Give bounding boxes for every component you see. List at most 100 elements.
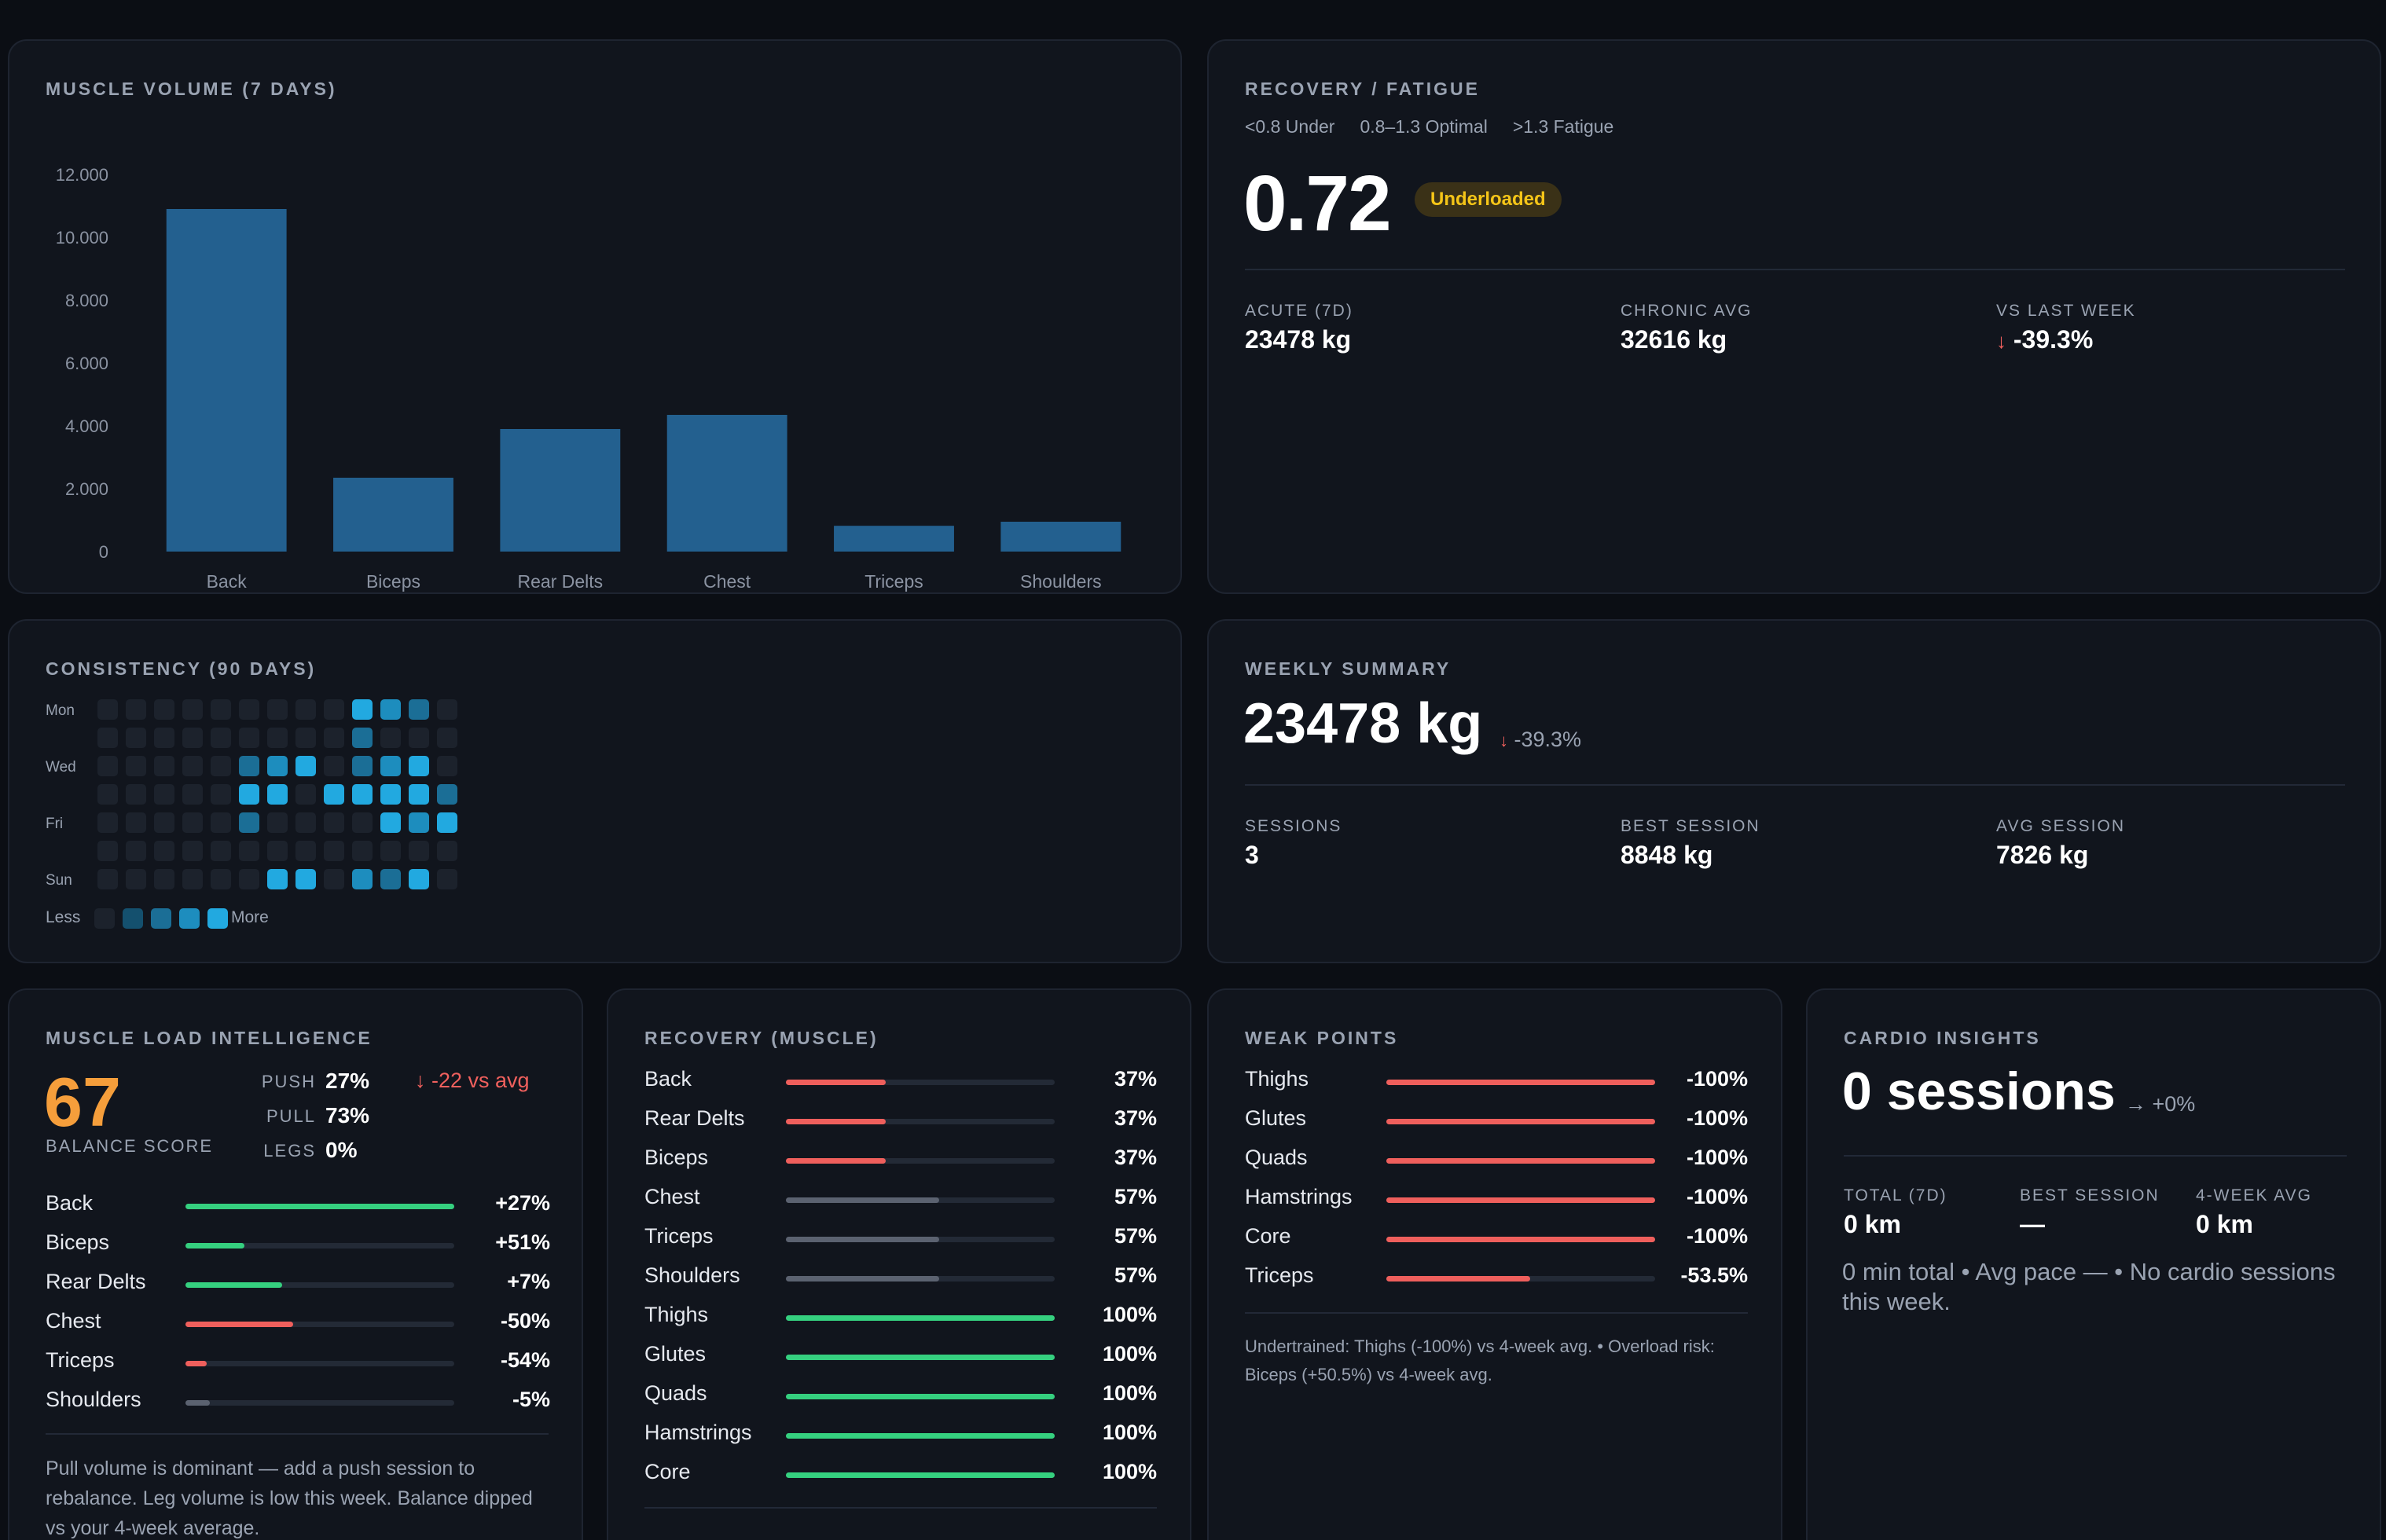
heatmap-cell[interactable] xyxy=(154,869,174,889)
heatmap-cell[interactable] xyxy=(437,869,457,889)
heatmap-cell[interactable] xyxy=(211,841,231,861)
heatmap-cell[interactable] xyxy=(97,869,118,889)
heatmap-cell[interactable] xyxy=(380,869,401,889)
heatmap-cell[interactable] xyxy=(182,784,203,805)
heatmap-cell[interactable] xyxy=(182,756,203,776)
heatmap-cell[interactable] xyxy=(211,812,231,833)
heatmap-cell[interactable] xyxy=(295,699,316,720)
heatmap-cell[interactable] xyxy=(324,699,344,720)
bar-shoulders[interactable] xyxy=(1000,522,1121,552)
heatmap-cell[interactable] xyxy=(126,699,146,720)
heatmap-cell[interactable] xyxy=(211,728,231,748)
heatmap-cell[interactable] xyxy=(352,728,373,748)
bar-biceps[interactable] xyxy=(333,478,453,552)
heatmap-cell[interactable] xyxy=(126,728,146,748)
heatmap-cell[interactable] xyxy=(154,841,174,861)
bar-back[interactable] xyxy=(166,209,287,552)
heatmap-cell[interactable] xyxy=(267,784,288,805)
heatmap-cell[interactable] xyxy=(409,784,429,805)
heatmap-cell[interactable] xyxy=(352,841,373,861)
heatmap-cell[interactable] xyxy=(97,784,118,805)
heatmap-cell[interactable] xyxy=(239,699,259,720)
heatmap-cell[interactable] xyxy=(437,784,457,805)
heatmap-cell[interactable] xyxy=(380,756,401,776)
heatmap-cell[interactable] xyxy=(352,784,373,805)
heatmap-cell[interactable] xyxy=(352,699,373,720)
muscle-load-card: MUSCLE LOAD INTELLIGENCE 67 BALANCE SCOR… xyxy=(8,988,583,1540)
heatmap-cell[interactable] xyxy=(97,699,118,720)
heatmap-cell[interactable] xyxy=(324,784,344,805)
heatmap-cell[interactable] xyxy=(126,756,146,776)
heatmap-cell[interactable] xyxy=(154,784,174,805)
heatmap-cell[interactable] xyxy=(324,812,344,833)
heatmap-cell[interactable] xyxy=(352,869,373,889)
heatmap-cell[interactable] xyxy=(267,699,288,720)
heatmap-cell[interactable] xyxy=(267,728,288,748)
heatmap-cell[interactable] xyxy=(239,812,259,833)
heatmap-cell[interactable] xyxy=(239,869,259,889)
heatmap-cell[interactable] xyxy=(409,728,429,748)
heatmap-cell[interactable] xyxy=(239,756,259,776)
heatmap-cell[interactable] xyxy=(380,784,401,805)
heatmap-cell[interactable] xyxy=(380,728,401,748)
heatmap-cell[interactable] xyxy=(352,756,373,776)
heatmap-cell[interactable] xyxy=(239,784,259,805)
heatmap-cell[interactable] xyxy=(324,869,344,889)
heatmap-cell[interactable] xyxy=(267,756,288,776)
heatmap-cell[interactable] xyxy=(182,869,203,889)
heatmap-cell[interactable] xyxy=(239,728,259,748)
heatmap-cell[interactable] xyxy=(437,841,457,861)
heatmap-cell[interactable] xyxy=(295,841,316,861)
heatmap-cell[interactable] xyxy=(182,812,203,833)
heatmap-cell[interactable] xyxy=(437,728,457,748)
heatmap-cell[interactable] xyxy=(295,812,316,833)
heatmap-cell[interactable] xyxy=(295,756,316,776)
bar-chest[interactable] xyxy=(666,415,787,552)
heatmap-cell[interactable] xyxy=(437,699,457,720)
heatmap-cell[interactable] xyxy=(380,841,401,861)
heatmap-cell[interactable] xyxy=(182,699,203,720)
heatmap-cell[interactable] xyxy=(295,728,316,748)
muscle-value: 100% xyxy=(1102,1342,1157,1366)
heatmap-cell[interactable] xyxy=(352,812,373,833)
heatmap-cell[interactable] xyxy=(97,728,118,748)
muscle-value: +27% xyxy=(495,1191,550,1215)
heatmap-cell[interactable] xyxy=(267,841,288,861)
heatmap-cell[interactable] xyxy=(267,869,288,889)
heatmap-cell[interactable] xyxy=(409,841,429,861)
heatmap-cell[interactable] xyxy=(380,699,401,720)
heatmap-cell[interactable] xyxy=(126,812,146,833)
heatmap-cell[interactable] xyxy=(295,784,316,805)
heatmap-cell[interactable] xyxy=(154,699,174,720)
heatmap-cell[interactable] xyxy=(437,756,457,776)
heatmap-cell[interactable] xyxy=(409,699,429,720)
heatmap-cell[interactable] xyxy=(409,869,429,889)
heatmap-cell[interactable] xyxy=(211,869,231,889)
heatmap-cell[interactable] xyxy=(126,841,146,861)
heatmap-cell[interactable] xyxy=(211,784,231,805)
heatmap-cell[interactable] xyxy=(409,812,429,833)
heatmap-cell[interactable] xyxy=(295,869,316,889)
heatmap-cell[interactable] xyxy=(97,812,118,833)
heatmap-cell[interactable] xyxy=(126,784,146,805)
heatmap-cell[interactable] xyxy=(324,756,344,776)
heatmap-cell[interactable] xyxy=(211,699,231,720)
heatmap-cell[interactable] xyxy=(182,728,203,748)
heatmap-cell[interactable] xyxy=(239,841,259,861)
heatmap-cell[interactable] xyxy=(97,841,118,861)
heatmap-cell[interactable] xyxy=(154,728,174,748)
heatmap-cell[interactable] xyxy=(267,812,288,833)
heatmap-cell[interactable] xyxy=(324,841,344,861)
heatmap-cell[interactable] xyxy=(380,812,401,833)
heatmap-cell[interactable] xyxy=(409,756,429,776)
heatmap-cell[interactable] xyxy=(126,869,146,889)
heatmap-cell[interactable] xyxy=(154,756,174,776)
heatmap-cell[interactable] xyxy=(182,841,203,861)
heatmap-cell[interactable] xyxy=(154,812,174,833)
bar-rear-delts[interactable] xyxy=(500,429,621,552)
heatmap-cell[interactable] xyxy=(211,756,231,776)
bar-triceps[interactable] xyxy=(834,526,954,552)
heatmap-cell[interactable] xyxy=(97,756,118,776)
heatmap-cell[interactable] xyxy=(437,812,457,833)
heatmap-cell[interactable] xyxy=(324,728,344,748)
